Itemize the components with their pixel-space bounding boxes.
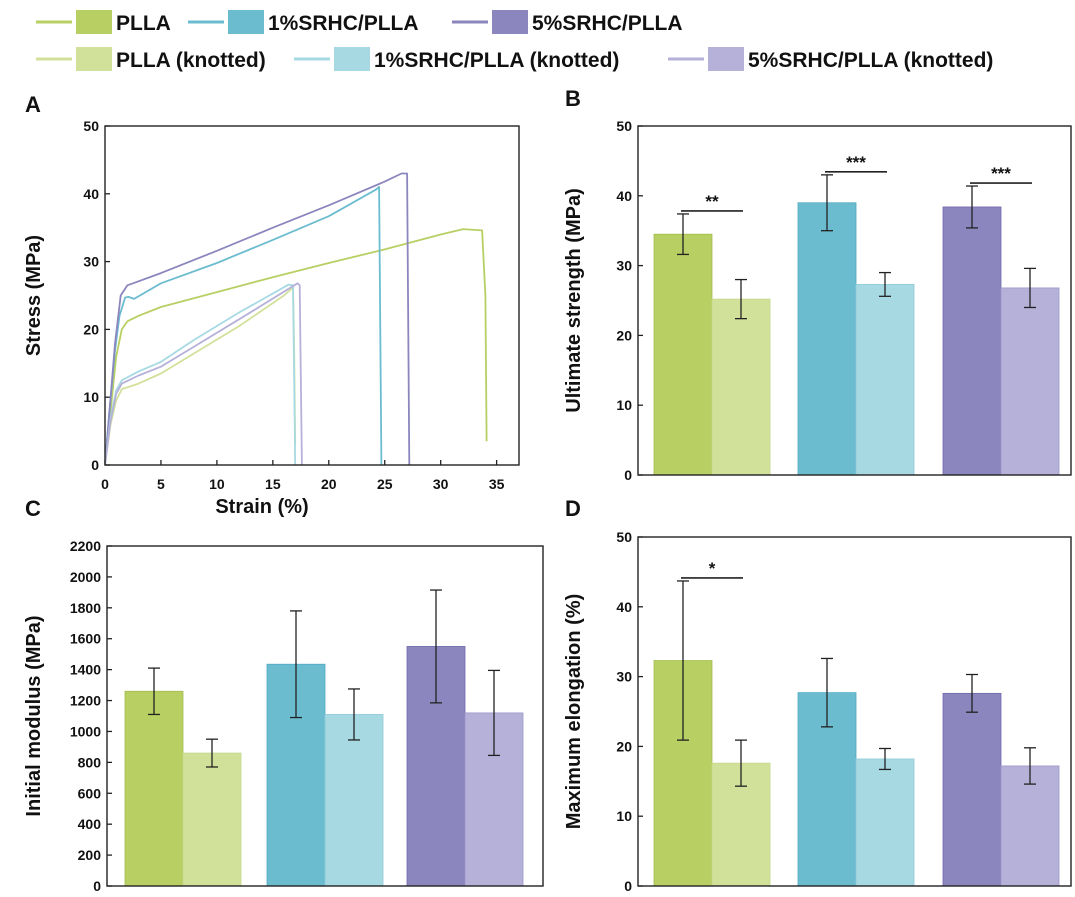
bar-d-1pctsrhc-plla-knotted bbox=[855, 758, 915, 887]
bar-c-1pctsrhc-plla-knotted bbox=[324, 714, 384, 887]
curve-1pctsrhc-plla bbox=[104, 186, 383, 466]
ytick-label-c-1600: 1600 bbox=[70, 631, 101, 647]
curve-5pctsrhc-plla bbox=[104, 172, 411, 466]
legend-swatch-plla bbox=[76, 10, 112, 34]
ytick-label-c-1400: 1400 bbox=[70, 662, 101, 678]
ytick-label-d-0: 0 bbox=[624, 878, 632, 894]
ytick-label-c-2200: 2200 bbox=[70, 538, 101, 554]
sig-label-d-plla: * bbox=[709, 559, 716, 578]
ytick-label-d-30: 30 bbox=[616, 669, 632, 685]
legend-label-5pctsrhc-plla-knotted: 5%SRHC/PLLA (knotted) bbox=[748, 49, 993, 72]
ytick-label-c-600: 600 bbox=[78, 785, 102, 801]
bar-c-plla bbox=[124, 690, 184, 887]
plot-frame-a bbox=[104, 125, 520, 466]
y-axis-title-b: Ultimate strength (MPa) bbox=[563, 188, 585, 412]
plot-frame-c bbox=[106, 545, 544, 887]
xtick-label-a-35: 35 bbox=[489, 476, 505, 492]
ytick-label-a-10: 10 bbox=[83, 389, 99, 405]
ytick-label-a-40: 40 bbox=[83, 186, 99, 202]
panels: A 0 10 20 30 40 50 Stress (MPa) 0 5 10 15 20 25 30 35 St… bbox=[23, 86, 1072, 894]
ytick-label-b-0: 0 bbox=[624, 467, 632, 483]
xtick-label-a-5: 5 bbox=[157, 476, 165, 492]
xtick-label-a-0: 0 bbox=[101, 476, 109, 492]
bar-b-plla-knotted bbox=[711, 298, 771, 476]
sig-label-b-plla: ** bbox=[705, 192, 719, 211]
ytick-label-a-20: 20 bbox=[83, 321, 99, 337]
plot-frame-d bbox=[637, 536, 1072, 887]
ytick-label-d-20: 20 bbox=[616, 738, 632, 754]
bar-c-plla-knotted bbox=[182, 752, 242, 887]
ytick-label-d-40: 40 bbox=[616, 599, 632, 615]
ytick-label-b-20: 20 bbox=[616, 327, 632, 343]
ytick-label-b-50: 50 bbox=[616, 118, 632, 134]
ytick-label-b-30: 30 bbox=[616, 258, 632, 274]
bar-d-5pctsrhc-plla bbox=[942, 692, 1002, 887]
ytick-label-d-50: 50 bbox=[616, 529, 632, 545]
panel-label-b: B bbox=[565, 86, 581, 111]
ytick-label-c-1000: 1000 bbox=[70, 723, 101, 739]
plot-frame-b bbox=[637, 125, 1072, 476]
legend-swatch-1pctsrhc-plla bbox=[228, 10, 264, 34]
y-axis-title-d: Maximum elongation (%) bbox=[563, 594, 585, 830]
legend-swatch-5pctsrhc-plla-knotted bbox=[708, 47, 744, 71]
bar-b-5pctsrhc-plla bbox=[942, 206, 1002, 476]
ytick-label-d-10: 10 bbox=[616, 808, 632, 824]
legend-label-plla-knotted: PLLA (knotted) bbox=[116, 49, 266, 72]
bar-b-1pctsrhc-plla-knotted bbox=[855, 284, 915, 476]
panel-label-c: C bbox=[25, 496, 41, 521]
ytick-label-b-10: 10 bbox=[616, 397, 632, 413]
ytick-label-c-0: 0 bbox=[93, 878, 101, 894]
legend-label-1pctsrhc-plla-knotted: 1%SRHC/PLLA (knotted) bbox=[374, 49, 619, 72]
legend-label-plla: PLLA bbox=[116, 12, 171, 35]
legend-swatch-1pctsrhc-plla-knotted bbox=[334, 47, 370, 71]
legend-swatch-plla-knotted bbox=[76, 47, 112, 71]
xtick-label-a-20: 20 bbox=[321, 476, 337, 492]
ytick-label-a-0: 0 bbox=[91, 457, 99, 473]
bar-b-plla bbox=[653, 233, 713, 476]
x-axis-title-a: Strain (%) bbox=[215, 496, 308, 518]
legend-swatch-5pctsrhc-plla bbox=[492, 10, 528, 34]
bar-b-1pctsrhc-plla bbox=[797, 202, 857, 476]
curve-plla-knotted bbox=[104, 286, 297, 466]
bar-b-5pctsrhc-plla-knotted bbox=[1000, 287, 1060, 476]
xtick-label-a-10: 10 bbox=[209, 476, 225, 492]
ytick-label-c-2000: 2000 bbox=[70, 569, 101, 585]
ytick-label-a-50: 50 bbox=[83, 118, 99, 134]
curve-plla bbox=[104, 228, 488, 466]
panel-label-a: A bbox=[25, 92, 41, 117]
ytick-label-c-1200: 1200 bbox=[70, 693, 101, 709]
panel-a: A 0 10 20 30 40 50 Stress (MPa) 0 5 10 15 20 25 30 35 St… bbox=[23, 92, 520, 518]
sig-label-b-5pctsrhc-plla: *** bbox=[991, 164, 1011, 183]
xtick-label-a-25: 25 bbox=[377, 476, 393, 492]
xtick-label-a-15: 15 bbox=[265, 476, 281, 492]
ytick-label-c-1800: 1800 bbox=[70, 600, 101, 616]
y-axis-title-a: Stress (MPa) bbox=[23, 235, 45, 356]
ytick-label-c-200: 200 bbox=[78, 847, 102, 863]
panel-c: C 0 200 400 600 800 1000 1200 1400 1600 1800 2000 22… bbox=[23, 496, 544, 894]
ytick-label-a-30: 30 bbox=[83, 254, 99, 270]
sig-label-b-1pctsrhc-plla: *** bbox=[846, 153, 866, 172]
xtick-label-a-30: 30 bbox=[433, 476, 449, 492]
legend: PLLA 1%SRHC/PLLA 5%SRHC/PLLA PLLA (knotted)… bbox=[36, 10, 993, 72]
y-axis-title-c: Initial modulus (MPa) bbox=[23, 615, 45, 816]
curve-1pctsrhc-plla-knotted bbox=[104, 283, 297, 466]
legend-label-5pctsrhc-plla: 5%SRHC/PLLA bbox=[532, 12, 683, 35]
ytick-label-c-400: 400 bbox=[78, 816, 102, 832]
legend-label-1pctsrhc-plla: 1%SRHC/PLLA bbox=[268, 12, 419, 35]
curve-5pctsrhc-plla-knotted bbox=[104, 282, 303, 466]
ytick-label-b-40: 40 bbox=[616, 188, 632, 204]
panel-d: D 0 10 20 30 40 50 Maximum elongation (%) * bbox=[563, 496, 1072, 894]
ytick-label-c-800: 800 bbox=[78, 754, 102, 770]
panel-label-d: D bbox=[565, 496, 581, 521]
